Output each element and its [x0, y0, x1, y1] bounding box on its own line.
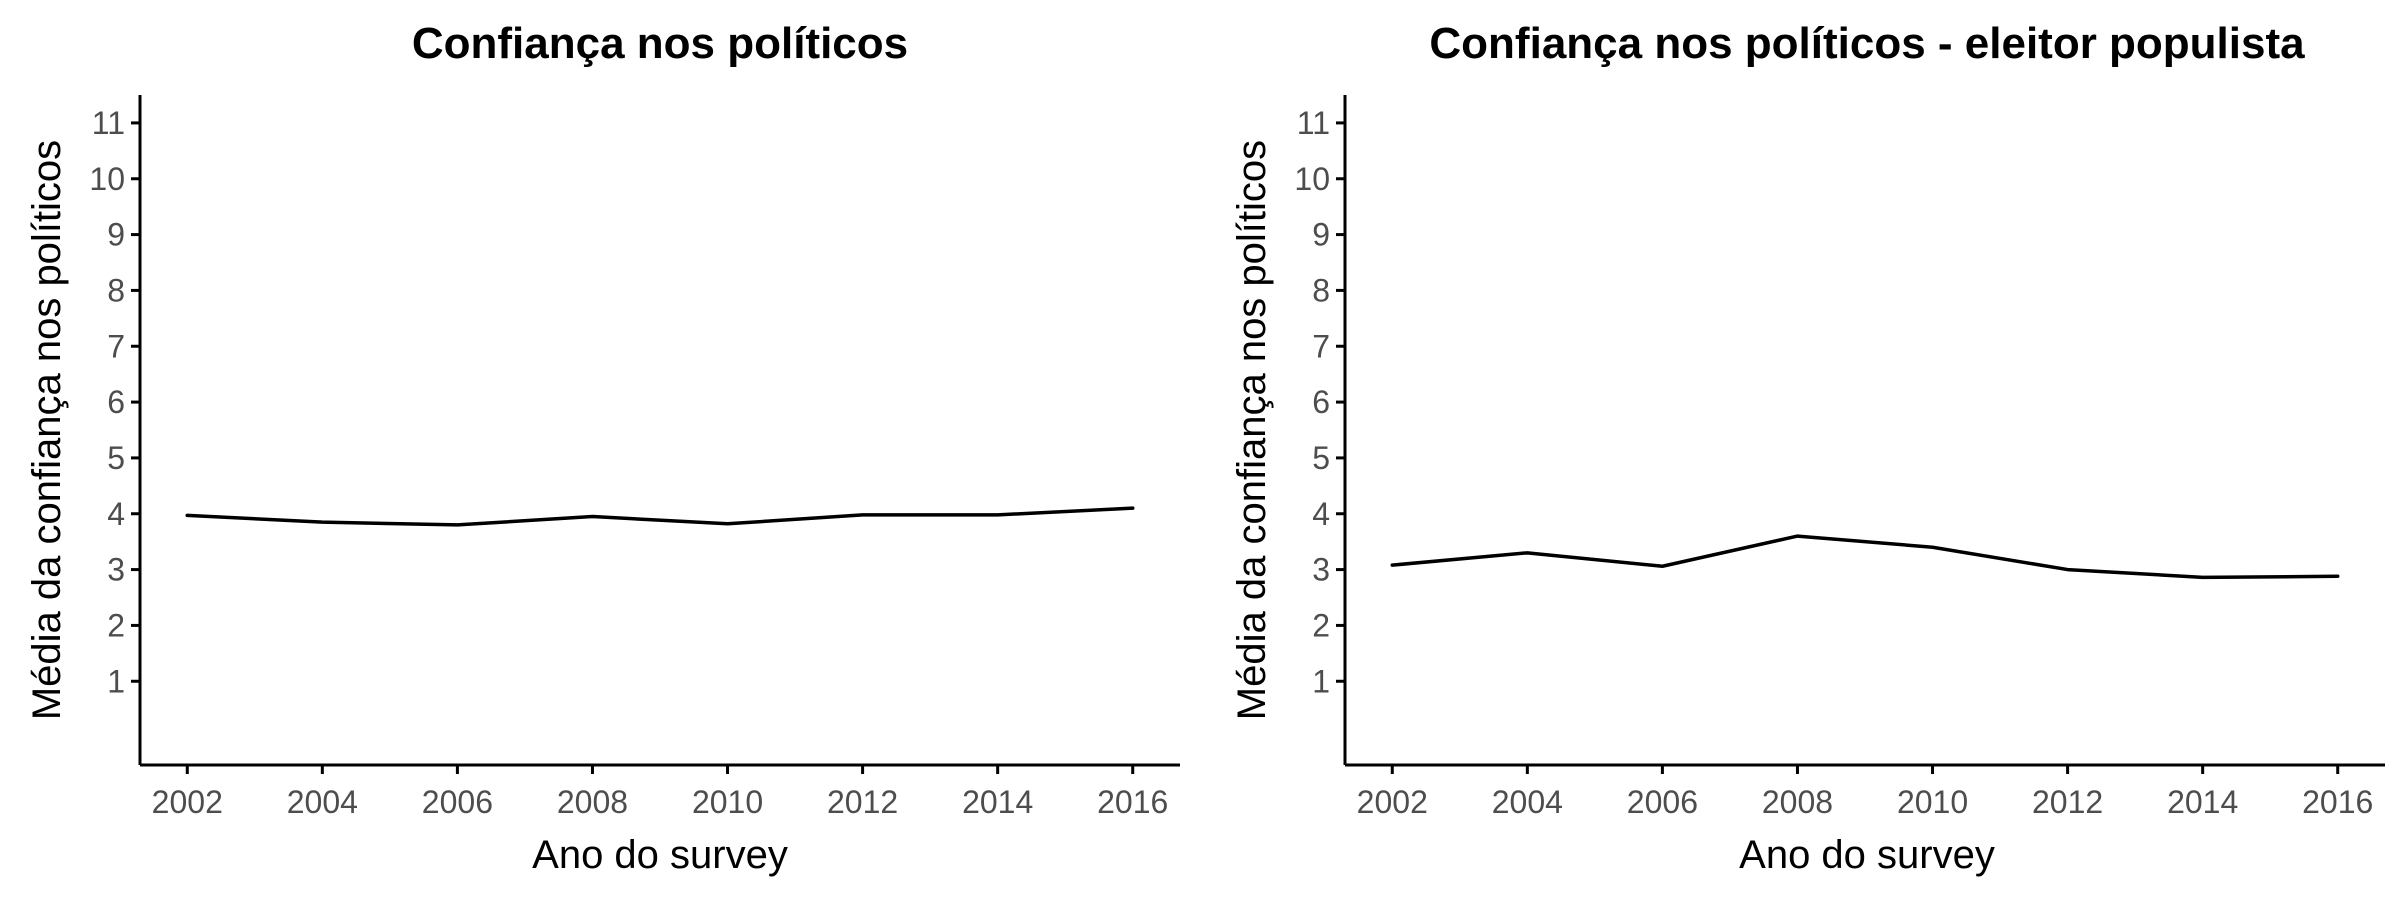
x-tick-label: 2016 [2302, 784, 2373, 820]
x-tick-label: 2006 [1627, 784, 1698, 820]
x-axis-label: Ano do survey [1739, 833, 1995, 877]
x-axis-label: Ano do survey [532, 833, 788, 877]
y-tick-label: 4 [1312, 496, 1330, 532]
y-tick-label: 8 [107, 272, 125, 308]
chart-title: Confiança nos políticos [412, 19, 908, 68]
y-tick-label: 1 [1312, 663, 1330, 699]
x-tick-label: 2008 [557, 784, 628, 820]
y-tick-label: 6 [1312, 384, 1330, 420]
y-tick-label: 10 [1294, 161, 1330, 197]
x-tick-label: 2002 [1357, 784, 1428, 820]
x-tick-label: 2014 [2167, 784, 2238, 820]
x-tick-label: 2014 [962, 784, 1033, 820]
y-axis-label: Média da confiança nos políticos [25, 140, 69, 720]
y-tick-label: 6 [107, 384, 125, 420]
x-tick-label: 2004 [1492, 784, 1563, 820]
x-tick-label: 2016 [1097, 784, 1168, 820]
x-tick-label: 2008 [1762, 784, 1833, 820]
series-line [1390, 534, 2340, 580]
y-tick-label: 5 [107, 440, 125, 476]
y-tick-label: 3 [1312, 552, 1330, 588]
x-tick-label: 2012 [827, 784, 898, 820]
x-tick-label: 2006 [422, 784, 493, 820]
chart-panel-trust-politicians-populist-voter: Confiança nos políticos - eleitor populi… [1230, 19, 2385, 877]
x-tick-label: 2004 [287, 784, 358, 820]
y-tick-label: 11 [92, 105, 125, 141]
chart-title: Confiança nos políticos - eleitor populi… [1429, 19, 2305, 68]
y-tick-label: 2 [1312, 607, 1330, 643]
y-axis-label: Média da confiança nos políticos [1230, 140, 1274, 720]
y-tick-label: 4 [107, 496, 125, 532]
y-tick-label: 9 [107, 217, 125, 253]
x-tick-label: 2002 [152, 784, 223, 820]
y-tick-label: 9 [1312, 217, 1330, 253]
x-tick-label: 2010 [692, 784, 763, 820]
x-tick-label: 2012 [2032, 784, 2103, 820]
y-tick-label: 7 [107, 328, 125, 364]
y-tick-label: 10 [89, 161, 125, 197]
x-tick-label: 2010 [1897, 784, 1968, 820]
y-tick-label: 1 [107, 663, 125, 699]
y-tick-label: 2 [107, 607, 125, 643]
y-tick-label: 5 [1312, 440, 1330, 476]
y-tick-label: 3 [107, 552, 125, 588]
chart-panel-trust-politicians: Confiança nos políticos Média da confianç… [25, 19, 1180, 877]
y-tick-label: 11 [1297, 105, 1330, 141]
y-tick-label: 8 [1312, 272, 1330, 308]
y-tick-label: 7 [1312, 328, 1330, 364]
series-line [185, 506, 1135, 527]
